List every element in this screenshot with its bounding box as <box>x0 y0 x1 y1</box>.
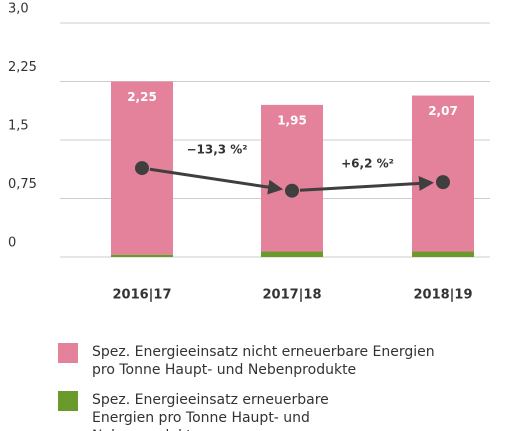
change-label: −13,3 %² <box>186 143 247 157</box>
change-arrow <box>299 175 435 192</box>
total-label: 2,07 <box>428 104 458 118</box>
x-tick-label: 2018|19 <box>413 288 472 303</box>
y-tick-label: 1,5 <box>8 119 29 134</box>
bar-segment <box>111 254 173 257</box>
y-tick-label: 2,25 <box>8 60 37 75</box>
x-tick-label: 2017|18 <box>262 288 321 303</box>
bar-segment <box>412 251 474 257</box>
x-tick-label: 2016|17 <box>112 288 171 303</box>
change-label: +6,2 %² <box>341 157 394 171</box>
legend-swatch <box>58 343 78 363</box>
bar-segment <box>261 104 323 252</box>
point <box>135 161 149 176</box>
legend-item: Spez. Energieeinsatz erneuerbare Energie… <box>58 391 392 431</box>
chart: 0 0,75 1,5 2,25 3,0 2,25 2016|17 1,95 2017|18 2,0… <box>8 2 490 303</box>
y-tick-label: 3,0 <box>8 2 29 17</box>
legend-label: Spez. Energieeinsatz nicht erneuerbare E… <box>92 344 435 378</box>
y-tick-label: 0,75 <box>8 177 37 192</box>
point <box>436 175 450 190</box>
y-tick-label: 0 <box>8 236 16 251</box>
total-label: 2,25 <box>127 90 157 104</box>
legend-swatch <box>58 391 78 411</box>
change-arrow <box>149 167 284 195</box>
total-label: 1,95 <box>277 113 307 127</box>
bar-segment <box>261 251 323 257</box>
legend-item: Spez. Energieeinsatz nicht erneuerbare E… <box>58 343 437 379</box>
bar-segment <box>412 95 474 252</box>
point <box>285 183 299 198</box>
legend-label: Spez. Energieeinsatz erneuerbare Energie… <box>92 392 329 431</box>
